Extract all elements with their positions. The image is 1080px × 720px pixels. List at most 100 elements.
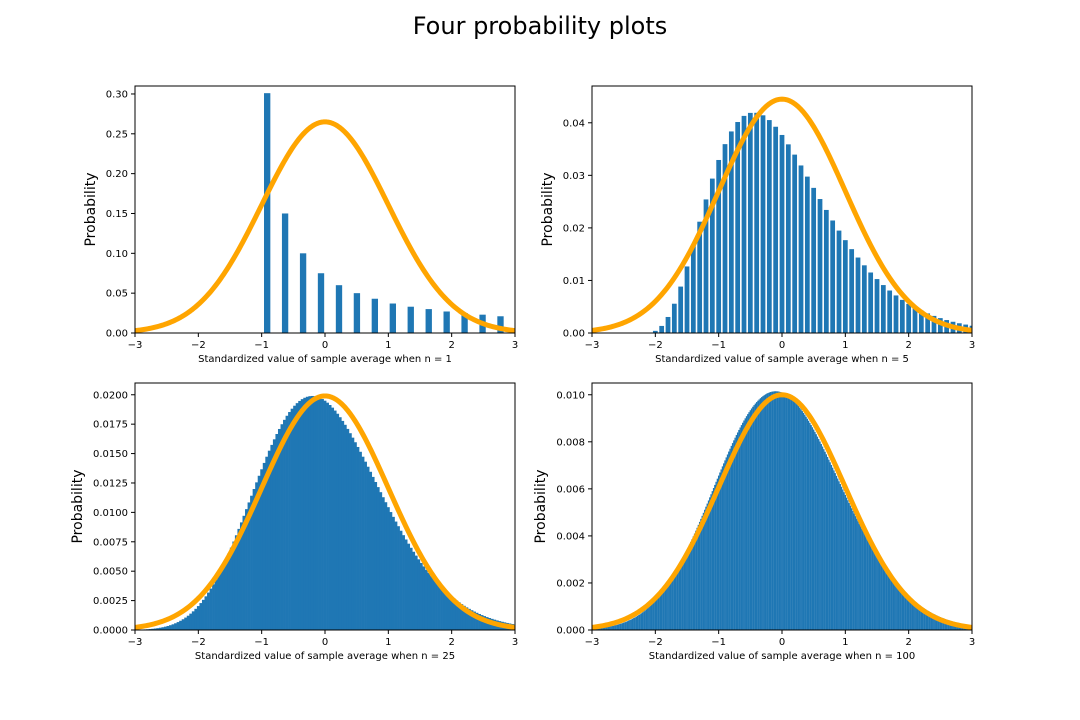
histogram-bar [910,598,912,630]
y-tick-label: 0.0175 [93,420,128,431]
chart-panel-n100: −3 −2 −1 0 1 2 3 0.000 0.002 0.004 0.006 0.008 0.010… [533,382,975,662]
histogram-bar [896,584,898,630]
histogram-bar [733,440,735,630]
histogram-bar [899,587,901,630]
histogram-bar [191,611,195,630]
histogram-bar [902,591,905,630]
histogram-bar [911,599,914,630]
histogram-bar [923,608,925,630]
histogram-bar [868,272,874,333]
histogram-bar [918,604,920,630]
histogram-bar [645,609,648,630]
histogram-bar [391,516,395,630]
histogram-bar [622,622,625,630]
histogram-bar [353,442,357,630]
histogram-bar [820,444,822,630]
histogram-bar [932,613,934,630]
histogram-bar [214,579,218,630]
histogram-bar [222,564,226,630]
histogram-bar [267,450,271,630]
x-tick-label: −3 [128,340,143,351]
histogram-bar [657,597,659,630]
histogram-bar [834,473,836,630]
chart-panel-n5: −3 −2 −1 0 1 2 3 0.00 0.01 0.02 0.03 0.04 Standardiz… [540,85,975,365]
histogram-bar [909,597,911,630]
histogram-bar [450,596,454,630]
histogram-bar [724,460,726,630]
figure-title: Four probability plots [413,12,668,40]
histogram-bar [672,576,674,630]
histogram-bar [774,391,777,630]
histogram-bar [497,316,504,333]
normal-curve [135,119,515,333]
histogram-bar [886,571,888,630]
histogram-bar [924,609,926,630]
histogram-bar [872,549,874,630]
histogram-bar [298,400,302,630]
histogram-bar [619,623,621,630]
histogram-bar [885,569,887,630]
histogram-bar [636,615,639,630]
histogram-bar [300,399,304,630]
histogram-bar [844,494,847,630]
histogram-bar [916,603,919,630]
histogram-bar [649,605,651,630]
histogram-bar [364,461,367,630]
histogram-bar [828,459,830,630]
histogram-bar [934,614,936,630]
histogram-bar [412,551,416,630]
histogram-bar [710,494,712,630]
x-tick-label: −2 [648,340,663,351]
histogram-bar [677,567,679,630]
histogram-bar [688,544,691,630]
y-tick-label: 0.0025 [93,596,128,607]
histogram-bar [473,611,476,630]
histogram-bar [611,626,613,630]
histogram-bar [912,307,918,333]
histogram-bar [842,489,844,630]
histogram-bar [257,475,261,630]
y-axis-label: Probability [533,469,549,543]
histogram-bar [171,624,175,630]
histogram-bar [633,618,635,630]
histogram-bar [343,424,347,630]
x-tick-label: −1 [711,637,726,648]
x-tick-label: −1 [711,340,726,351]
histogram-bar [897,585,900,630]
histogram-bar [397,526,400,630]
histogram-bar [664,587,667,630]
histogram-bar [676,569,678,630]
histogram-bar [823,449,825,630]
histogram-bar [728,131,734,333]
histogram-bar [864,535,867,630]
histogram-bar [863,533,866,630]
histogram-bar [856,518,858,630]
histogram-bar [830,464,833,630]
x-axis-label: Standardized value of sample average whe… [198,354,452,365]
histogram-bar [217,574,221,630]
histogram-bar [783,393,786,630]
histogram-bar [719,472,721,630]
histogram-bar [614,625,616,630]
histogram-bar [837,478,839,630]
histogram-bar [245,509,248,630]
histogram-bar [308,396,312,630]
histogram-bar [745,416,748,630]
histogram-bar [179,620,183,630]
histogram-bar [652,330,658,333]
chart-panel-n25: −3 −2 −1 0 1 2 3 0.0000 0.0025 0.0050 0.0075 0.0100… [70,382,518,662]
histogram-bar [455,600,459,630]
histogram-bar [739,427,741,630]
histogram-bar [338,417,342,630]
histogram-bar [750,408,753,630]
histogram-bar [695,530,697,630]
histogram-bar [876,555,878,630]
histogram-bar [285,415,289,630]
histogram-bar [742,422,744,630]
histogram-bar [333,410,337,630]
histogram-bar [371,298,379,333]
histogram-bar [295,403,299,630]
histogram-bar [730,445,733,630]
histogram-bar [606,627,608,630]
histogram-bar [826,456,829,630]
